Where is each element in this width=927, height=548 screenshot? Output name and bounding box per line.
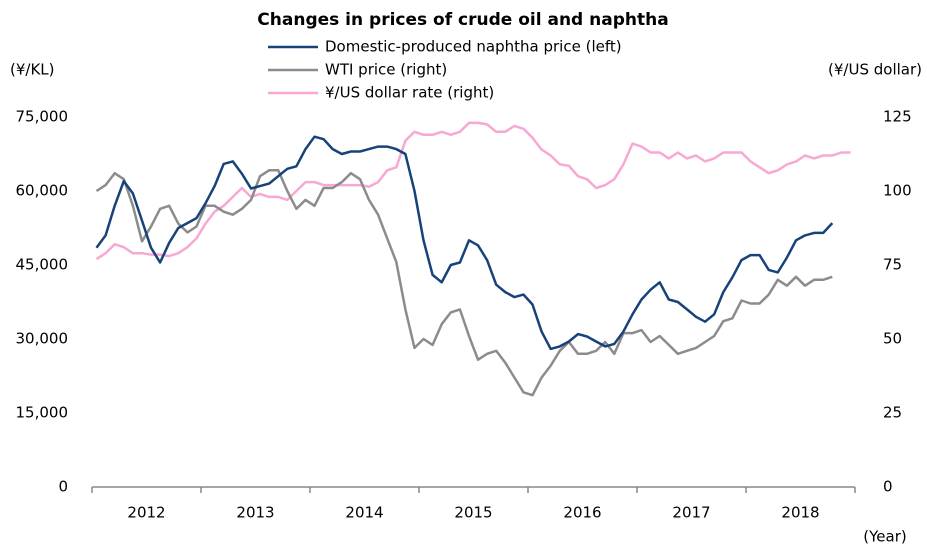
y2-tick-label: 75 [883, 256, 902, 274]
x-axis-label: (Year) [863, 528, 906, 546]
y2-tick-label: 25 [883, 404, 902, 422]
y-tick-label: 75,000 [16, 108, 69, 126]
legend-label: WTI price (right) [325, 61, 447, 79]
y-tick-label: 15,000 [16, 404, 69, 422]
x-tick-label: 2013 [236, 504, 274, 522]
legend-label: ¥/US dollar rate (right) [325, 84, 494, 102]
x-tick-label: 2014 [345, 504, 383, 522]
series-line [95, 121, 851, 261]
y-axis-label: (¥/KL) [10, 61, 55, 79]
series-line [95, 169, 833, 397]
x-tick-label: 2015 [454, 504, 492, 522]
x-tick-label: 2017 [672, 504, 710, 522]
legend-label: Domestic-produced naphtha price (left) [325, 38, 622, 56]
chart-title: Changes in prices of crude oil and napht… [257, 10, 668, 30]
y-tick-label: 0 [58, 478, 68, 496]
y2-tick-label: 50 [883, 330, 902, 348]
y-tick-label: 30,000 [16, 330, 69, 348]
x-tick-label: 2012 [127, 504, 165, 522]
y2-tick-label: 100 [883, 182, 912, 200]
x-tick-label: 2016 [563, 504, 601, 522]
y2-tick-label: 0 [883, 478, 893, 496]
y2-tick-label: 125 [883, 108, 912, 126]
y-tick-label: 45,000 [16, 256, 69, 274]
y-tick-label: 60,000 [16, 182, 69, 200]
y2-axis-label: (¥/US dollar) [828, 61, 922, 79]
series-line [95, 135, 834, 351]
x-tick-label: 2018 [781, 504, 819, 522]
